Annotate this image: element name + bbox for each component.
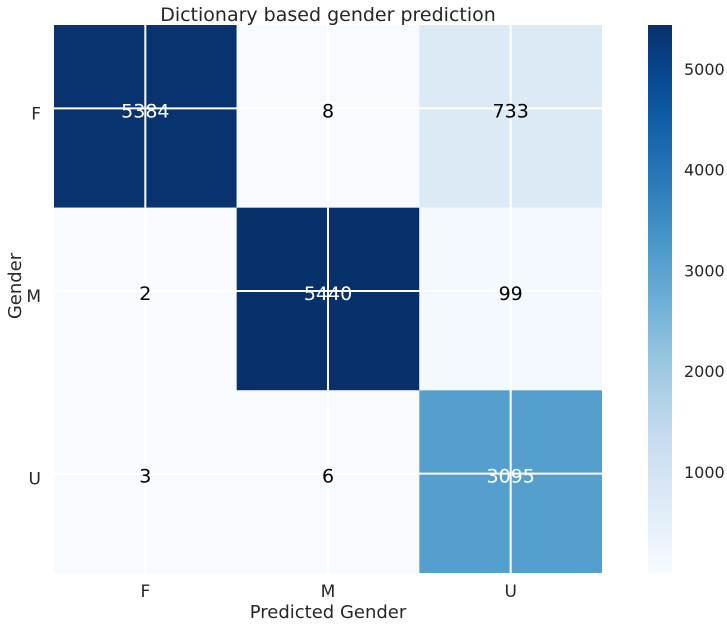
cell-value-label: 2 (139, 283, 151, 305)
chart-title: Dictionary based gender prediction (160, 4, 496, 26)
cell-value-label: 3095 (486, 466, 534, 488)
x-tick-label: M (321, 582, 336, 602)
colorbar (648, 25, 672, 573)
cell-value-labels: 5384 8 733 2 5440 99 3 6 3095 (121, 100, 535, 487)
cell-value-label: 5384 (121, 100, 169, 122)
cell-value-label: 5440 (304, 283, 352, 305)
colorbar-tick-label: 5000 (684, 60, 725, 79)
cell-value-label: 99 (499, 283, 523, 305)
grid-lines (54, 25, 602, 573)
colorbar-tick-labels: 1000 2000 3000 4000 5000 (684, 60, 725, 482)
y-tick-label: M (26, 287, 41, 307)
cell-value-label: 3 (139, 466, 151, 488)
y-tick-label: U (29, 470, 41, 490)
colorbar-tick-label: 2000 (684, 362, 725, 381)
y-axis-label: Gender (5, 252, 26, 319)
cell-value-label: 8 (322, 100, 334, 122)
x-tick-label: U (504, 582, 516, 602)
y-tick-labels: F M U (26, 104, 41, 489)
colorbar-tick-label: 1000 (684, 463, 725, 482)
y-tick-label: F (31, 104, 41, 124)
cell-value-label: 733 (493, 100, 529, 122)
x-axis-label: Predicted Gender (250, 602, 407, 623)
cell-value-label: 6 (322, 466, 334, 488)
colorbar-tick-label: 3000 (684, 261, 725, 280)
x-tick-label: F (140, 582, 150, 602)
colorbar-tick-label: 4000 (684, 161, 725, 180)
